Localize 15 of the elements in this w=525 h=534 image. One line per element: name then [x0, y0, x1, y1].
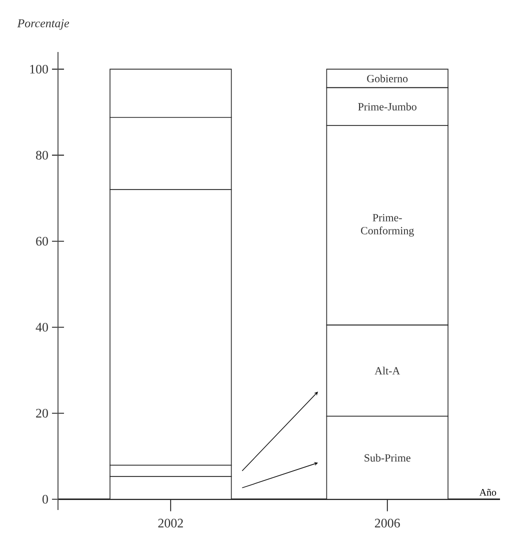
x-tick-label: 2002: [158, 518, 183, 528]
series-label: Gobierno: [367, 74, 408, 82]
y-tick-label: 100: [30, 64, 48, 74]
y-axis-title: Porcentaje: [17, 19, 70, 30]
x-axis-title: Año: [479, 488, 496, 496]
y-tick-label: 60: [36, 236, 48, 246]
series-label: Alt-A: [374, 366, 400, 375]
y-tick-label: 80: [36, 150, 48, 160]
series-label: Prime-Conforming: [361, 214, 414, 237]
x-tick-label: 2006: [374, 518, 400, 528]
series-label: Prime-Jumbo: [358, 102, 416, 110]
y-tick-label: 20: [36, 408, 48, 418]
y-tick-label: 0: [42, 494, 48, 504]
y-tick-label: 40: [36, 322, 48, 332]
series-label: Sub-Prime: [364, 454, 410, 462]
